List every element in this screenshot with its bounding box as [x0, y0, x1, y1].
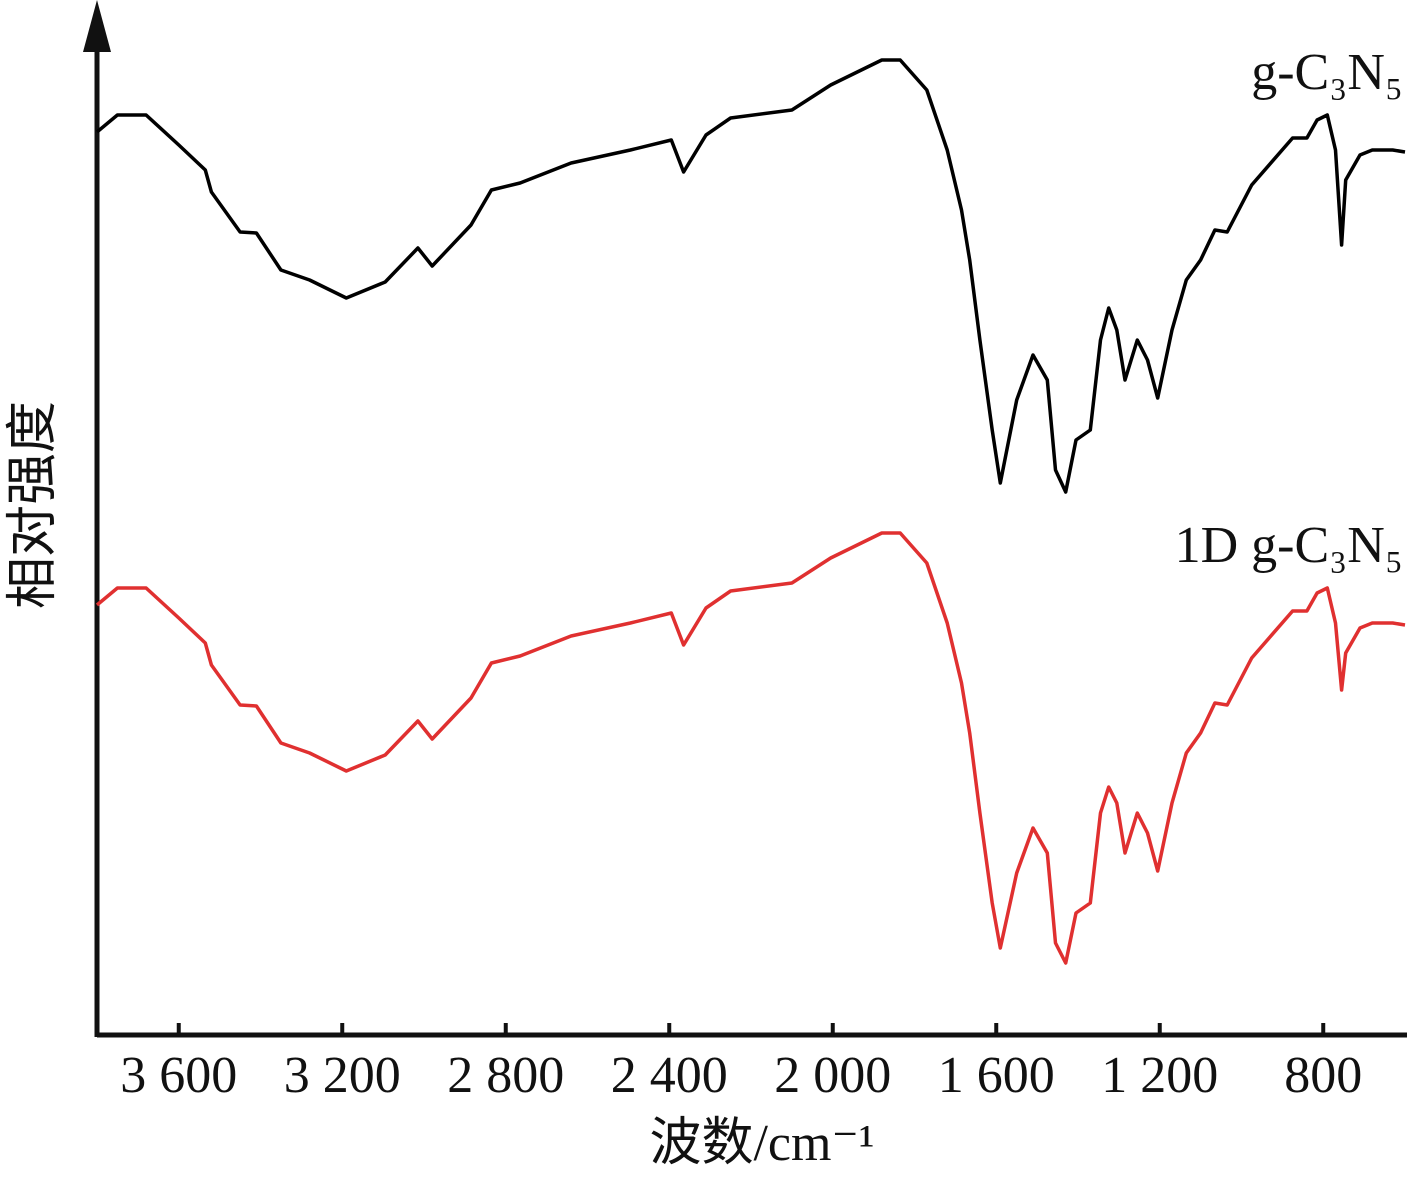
x-tick-label: 2 800 [447, 1047, 564, 1104]
series-label: 1D g-C₃N₅ [1175, 517, 1403, 574]
y-axis-arrow [83, 0, 111, 52]
series-line [95, 531, 1406, 965]
x-tick-label: 1 600 [938, 1047, 1055, 1104]
x-tick-label: 3 600 [120, 1047, 237, 1104]
y-axis-label: 相对强度 [5, 401, 62, 609]
series-label: g-C₃N₅ [1251, 44, 1403, 101]
x-tick-label: 3 200 [284, 1047, 401, 1104]
x-tick-label: 1 200 [1101, 1047, 1218, 1104]
x-axis-label: 波数/cm⁻¹ [649, 1115, 874, 1172]
x-tick-label: 2 400 [611, 1047, 728, 1104]
x-tick-label: 800 [1284, 1047, 1362, 1104]
series-line [95, 58, 1406, 494]
x-tick-label: 2 000 [774, 1047, 891, 1104]
